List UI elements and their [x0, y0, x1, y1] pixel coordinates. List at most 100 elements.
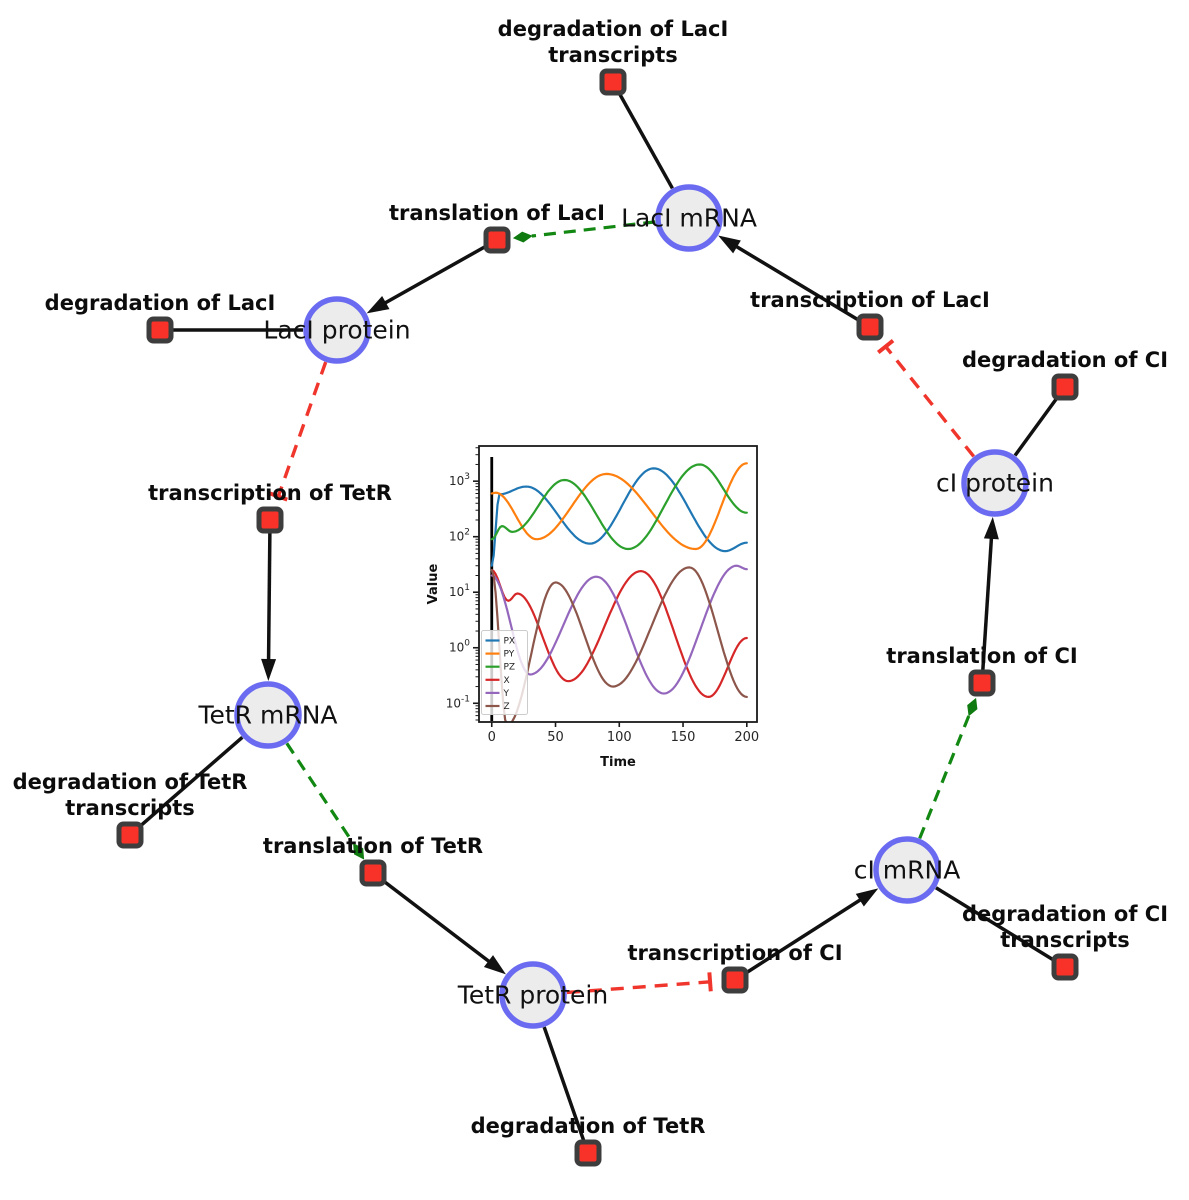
- series-line-X: [490, 568, 748, 699]
- reaction-label-txn_laci-line0: transcription of LacI: [750, 288, 990, 312]
- edge-txn_ci-ci_mrna: [745, 894, 868, 975]
- legend-label-PY: PY: [504, 650, 515, 660]
- edge-transl_tetr-tetr_protein: [382, 879, 496, 968]
- edge-tetr_protein-deg_tetr: [542, 1026, 586, 1142]
- legend-label-PZ: PZ: [504, 663, 516, 673]
- species-node-ci_mrna[interactable]: [873, 836, 941, 904]
- series-layer: [490, 457, 748, 722]
- reaction-node-deg_ci[interactable]: [1051, 373, 1079, 401]
- species-node-laci_protein[interactable]: [303, 296, 371, 364]
- reaction-label-deg_laci_tx-line1: transcripts: [548, 43, 678, 67]
- reaction-node-txn_laci[interactable]: [856, 313, 884, 341]
- reaction-label-deg_laci-line0: degradation of LacI: [45, 291, 276, 315]
- reaction-node-deg_tetr_tx[interactable]: [116, 821, 144, 849]
- reaction-label-deg_ci-line0: degradation of CI: [962, 348, 1168, 372]
- species-label-tetr_mrna: TetR mRNA: [197, 701, 337, 730]
- legend-label-Z: Z: [504, 702, 510, 712]
- edge-transl_laci-laci_protein: [377, 244, 487, 308]
- modifier-diamond-arrowhead: [353, 843, 365, 860]
- species-label-ci_protein: cI protein: [936, 469, 1054, 498]
- production-arrowhead: [366, 296, 390, 314]
- edge-ci_mrna-transl_ci: [918, 714, 971, 840]
- reaction-label-transl_ci-line0: translation of CI: [886, 644, 1077, 668]
- series-line-Z: [490, 566, 748, 722]
- x-tick-label: 100: [607, 730, 632, 745]
- species-node-laci_mrna[interactable]: [655, 184, 723, 252]
- inhibition-tee: [876, 339, 895, 355]
- x-axis-title: Time: [600, 755, 636, 770]
- reaction-node-deg_laci_tx[interactable]: [599, 68, 627, 96]
- series-line-Y: [490, 564, 748, 695]
- legend-label-X: X: [504, 676, 510, 686]
- edge-laci_protein-txn_tetr: [276, 361, 328, 497]
- species-node-ci_protein[interactable]: [961, 449, 1029, 517]
- reaction-node-transl_ci[interactable]: [968, 669, 996, 697]
- x-tick-label: 200: [734, 730, 759, 745]
- y-tick-label: 101: [449, 583, 470, 599]
- reaction-label-deg_laci_tx-line0: degradation of LacI: [498, 17, 729, 41]
- chart-axes-box: [478, 445, 758, 723]
- edge-tetr_protein-txn_ci: [566, 980, 711, 995]
- y-tick-label: 103: [449, 472, 470, 488]
- species-label-laci_protein: LacI protein: [263, 316, 410, 345]
- edge-tetr_mrna-deg_tetr_tx: [138, 735, 244, 828]
- label-layer: LacI mRNA LacI protein TetR mRNA TetR prote…: [13, 17, 1168, 1138]
- edge-ci_mrna-deg_ci_tx: [935, 886, 1055, 962]
- production-arrowhead: [718, 235, 741, 254]
- species-label-laci_mrna: LacI mRNA: [621, 204, 757, 233]
- inhibition-tee: [268, 491, 288, 502]
- legend-label-PX: PX: [504, 637, 516, 647]
- reaction-label-txn_ci-line0: transcription of CI: [627, 941, 842, 965]
- reaction-label-deg_tetr_tx-line0: degradation of TetR: [13, 770, 248, 794]
- reaction-label-deg_ci_tx-line1: transcripts: [1000, 928, 1130, 952]
- y-axis-title: Value: [426, 563, 441, 604]
- inhibition-tee: [707, 972, 713, 992]
- species-node-tetr_protein[interactable]: [499, 961, 567, 1029]
- production-arrowhead: [983, 516, 999, 540]
- reaction-node-deg_laci[interactable]: [146, 316, 174, 344]
- series-line-PY: [490, 462, 748, 551]
- edge-laci_mrna-deg_laci_tx: [617, 92, 674, 190]
- species-label-ci_mrna: cI mRNA: [854, 856, 961, 885]
- reaction-node-txn_tetr[interactable]: [256, 506, 284, 534]
- reaction-node-txn_ci[interactable]: [721, 966, 749, 994]
- y-tick-label: 100: [449, 639, 470, 655]
- node-layer: [116, 68, 1079, 1167]
- production-arrowhead: [483, 955, 506, 975]
- reaction-label-transl_laci-line0: translation of LacI: [389, 201, 605, 225]
- reaction-label-deg_tetr-line0: degradation of TetR: [471, 1114, 706, 1138]
- reaction-label-deg_tetr_tx-line1: transcripts: [65, 796, 195, 820]
- production-arrowhead: [261, 658, 277, 682]
- modifier-diamond-arrowhead: [512, 231, 533, 243]
- reaction-node-transl_laci[interactable]: [483, 226, 511, 254]
- reaction-node-transl_tetr[interactable]: [359, 859, 387, 887]
- x-tick-label: 0: [488, 730, 496, 745]
- edge-tetr_mrna-transl_tetr: [285, 742, 355, 845]
- edge-laci_mrna-transl_laci: [531, 220, 656, 238]
- modifier-diamond-arrowhead: [967, 697, 978, 717]
- y-tick-label: 102: [449, 528, 470, 544]
- series-line-PZ: [490, 463, 748, 551]
- edge-ci_protein-txn_laci: [884, 345, 976, 458]
- edge-transl_ci-ci_protein: [981, 530, 994, 671]
- x-tick-label: 150: [671, 730, 696, 745]
- series-line-PX: [490, 467, 748, 567]
- edge-layer: [138, 92, 1059, 1142]
- reaction-label-txn_tetr-line0: transcription of TetR: [148, 481, 392, 505]
- reaction-node-deg_tetr[interactable]: [574, 1139, 602, 1167]
- x-tick-label: 50: [547, 730, 564, 745]
- legend-label-Y: Y: [503, 689, 510, 699]
- production-arrowhead: [855, 888, 879, 907]
- reaction-label-transl_tetr-line0: translation of TetR: [263, 834, 483, 858]
- inset-chart: 0 50 100 150 200 10-1 100 101 102 103 Time Value PX P…: [426, 445, 759, 770]
- edge-ci_protein-deg_ci: [1013, 396, 1059, 457]
- species-node-tetr_mrna[interactable]: [234, 681, 302, 749]
- reaction-label-deg_ci_tx-line0: degradation of CI: [962, 902, 1168, 926]
- reaction-node-deg_ci_tx[interactable]: [1051, 953, 1079, 981]
- edge-txn_laci-laci_mrna: [729, 241, 860, 322]
- edge-txn_tetr-tetr_mrna: [266, 532, 272, 668]
- y-tick-label: 10-1: [446, 694, 470, 710]
- species-label-tetr_protein: TetR protein: [457, 981, 608, 1010]
